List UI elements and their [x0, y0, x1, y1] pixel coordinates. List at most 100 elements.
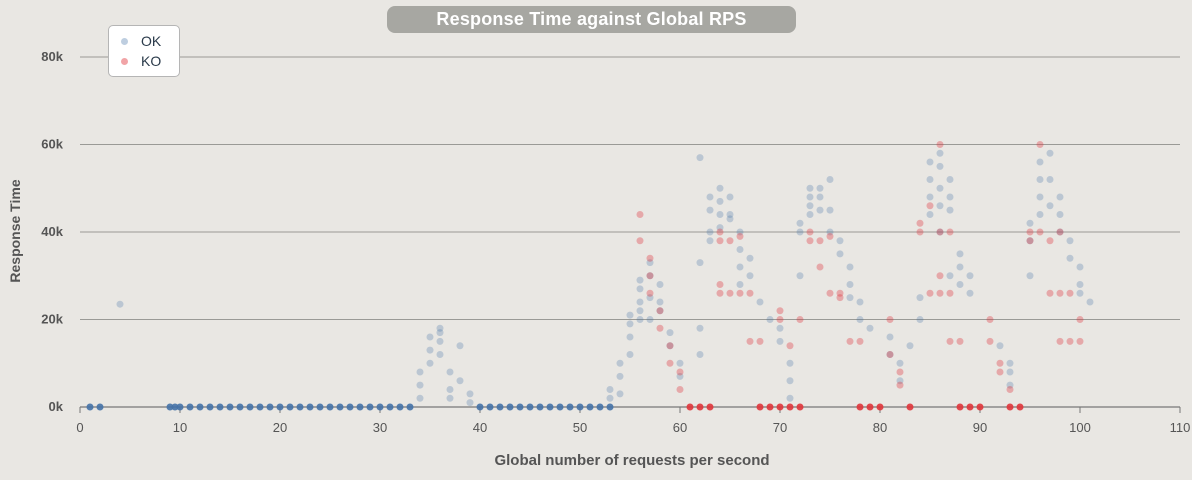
data-point-ok	[176, 403, 184, 411]
data-point-ok	[246, 403, 254, 411]
data-point-ok	[956, 263, 964, 271]
data-point-ok	[826, 206, 834, 214]
data-point-ko	[716, 281, 724, 288]
data-point-ok	[936, 228, 944, 236]
legend-item-ko[interactable]: KO	[121, 52, 161, 70]
data-point-ok	[1056, 211, 1064, 218]
data-point-ok	[526, 403, 534, 411]
data-point-ko	[926, 289, 934, 297]
data-point-ok	[706, 193, 714, 201]
data-point-ko	[656, 324, 664, 332]
data-point-ko	[1076, 337, 1084, 345]
data-point-ok	[936, 162, 944, 170]
data-point-ko	[756, 337, 764, 345]
data-point-ko	[936, 141, 944, 148]
data-point-ok	[696, 351, 704, 358]
data-point-ko	[646, 272, 654, 280]
data-point-ok	[746, 272, 754, 280]
data-point-ko	[736, 289, 744, 297]
data-point-ok	[336, 403, 344, 411]
data-point-ko	[876, 403, 884, 411]
data-point-ko	[1026, 237, 1034, 245]
data-point-ko	[826, 232, 834, 240]
data-point-ok	[406, 403, 414, 411]
data-point-ok	[946, 206, 954, 214]
data-point-ko	[786, 342, 794, 350]
data-point-ko	[666, 342, 674, 350]
legend: OK KO	[108, 25, 180, 77]
data-point-ko	[736, 232, 744, 240]
data-point-ok	[946, 176, 954, 183]
data-point-ko	[636, 211, 644, 218]
data-point-ko	[906, 403, 914, 411]
data-point-ok	[326, 403, 334, 411]
data-point-ok	[786, 377, 794, 385]
data-point-ok	[716, 224, 724, 232]
data-point-ok	[896, 359, 904, 367]
data-point-ok	[926, 176, 934, 183]
data-point-ko	[806, 228, 814, 236]
data-point-ok	[796, 228, 804, 236]
data-point-ok	[846, 281, 854, 288]
data-point-ok	[956, 250, 964, 258]
data-point-ok	[726, 211, 734, 218]
y-tick-label: 20k	[41, 312, 63, 327]
data-point-ok	[536, 403, 544, 411]
data-point-ko	[756, 403, 764, 411]
data-point-ko	[956, 337, 964, 345]
data-point-ko	[716, 237, 724, 245]
data-point-ok	[1076, 281, 1084, 288]
data-point-ok	[466, 390, 474, 398]
data-point-ok	[606, 394, 614, 402]
data-point-ok	[636, 307, 644, 315]
data-point-ok	[276, 403, 284, 411]
data-point-ok	[306, 403, 314, 411]
data-point-ok	[646, 294, 654, 302]
data-point-ok	[476, 403, 484, 411]
data-point-ok	[726, 215, 734, 223]
data-point-ko	[856, 337, 864, 345]
data-point-ok	[416, 394, 424, 402]
data-point-ok	[656, 307, 664, 315]
data-point-ko	[946, 337, 954, 345]
data-point-ok	[696, 259, 704, 267]
data-point-ok	[376, 403, 384, 411]
legend-ok-label: OK	[141, 33, 162, 49]
data-point-ko	[856, 403, 864, 411]
data-point-ok	[606, 386, 614, 393]
data-point-ok	[936, 149, 944, 157]
y-tick-label: 60k	[41, 137, 63, 152]
data-point-ko	[866, 403, 874, 411]
data-point-ko	[746, 337, 754, 345]
data-point-ok	[506, 403, 514, 411]
data-point-ok	[656, 298, 664, 306]
legend-item-ok[interactable]: OK	[121, 32, 161, 50]
data-point-ko	[1066, 289, 1074, 297]
data-point-ko	[986, 337, 994, 345]
data-point-ok	[796, 272, 804, 280]
data-point-ok	[696, 324, 704, 332]
data-point-ok	[216, 403, 224, 411]
data-point-ok	[626, 320, 634, 328]
data-point-ko	[766, 403, 774, 411]
data-point-ok	[496, 403, 504, 411]
y-tick-label: 40k	[41, 224, 63, 239]
data-point-ok	[186, 403, 194, 411]
data-point-ok	[646, 259, 654, 267]
x-axis-label: Global number of requests per second	[494, 452, 770, 469]
data-point-ok	[676, 372, 684, 380]
data-point-ok	[1036, 211, 1044, 218]
data-point-ok	[836, 237, 844, 245]
data-point-ok	[636, 316, 644, 323]
data-point-ok	[716, 184, 724, 192]
data-point-ok	[416, 368, 424, 376]
data-point-ok	[736, 281, 744, 288]
data-point-ok	[1046, 202, 1054, 210]
legend-ko-label: KO	[141, 53, 162, 69]
x-tick-label: 30	[373, 420, 387, 435]
data-point-ok	[256, 403, 264, 411]
data-point-ok	[666, 329, 674, 337]
x-tick-label: 0	[76, 420, 83, 435]
data-point-ok	[426, 359, 434, 367]
data-point-ok	[926, 158, 934, 166]
